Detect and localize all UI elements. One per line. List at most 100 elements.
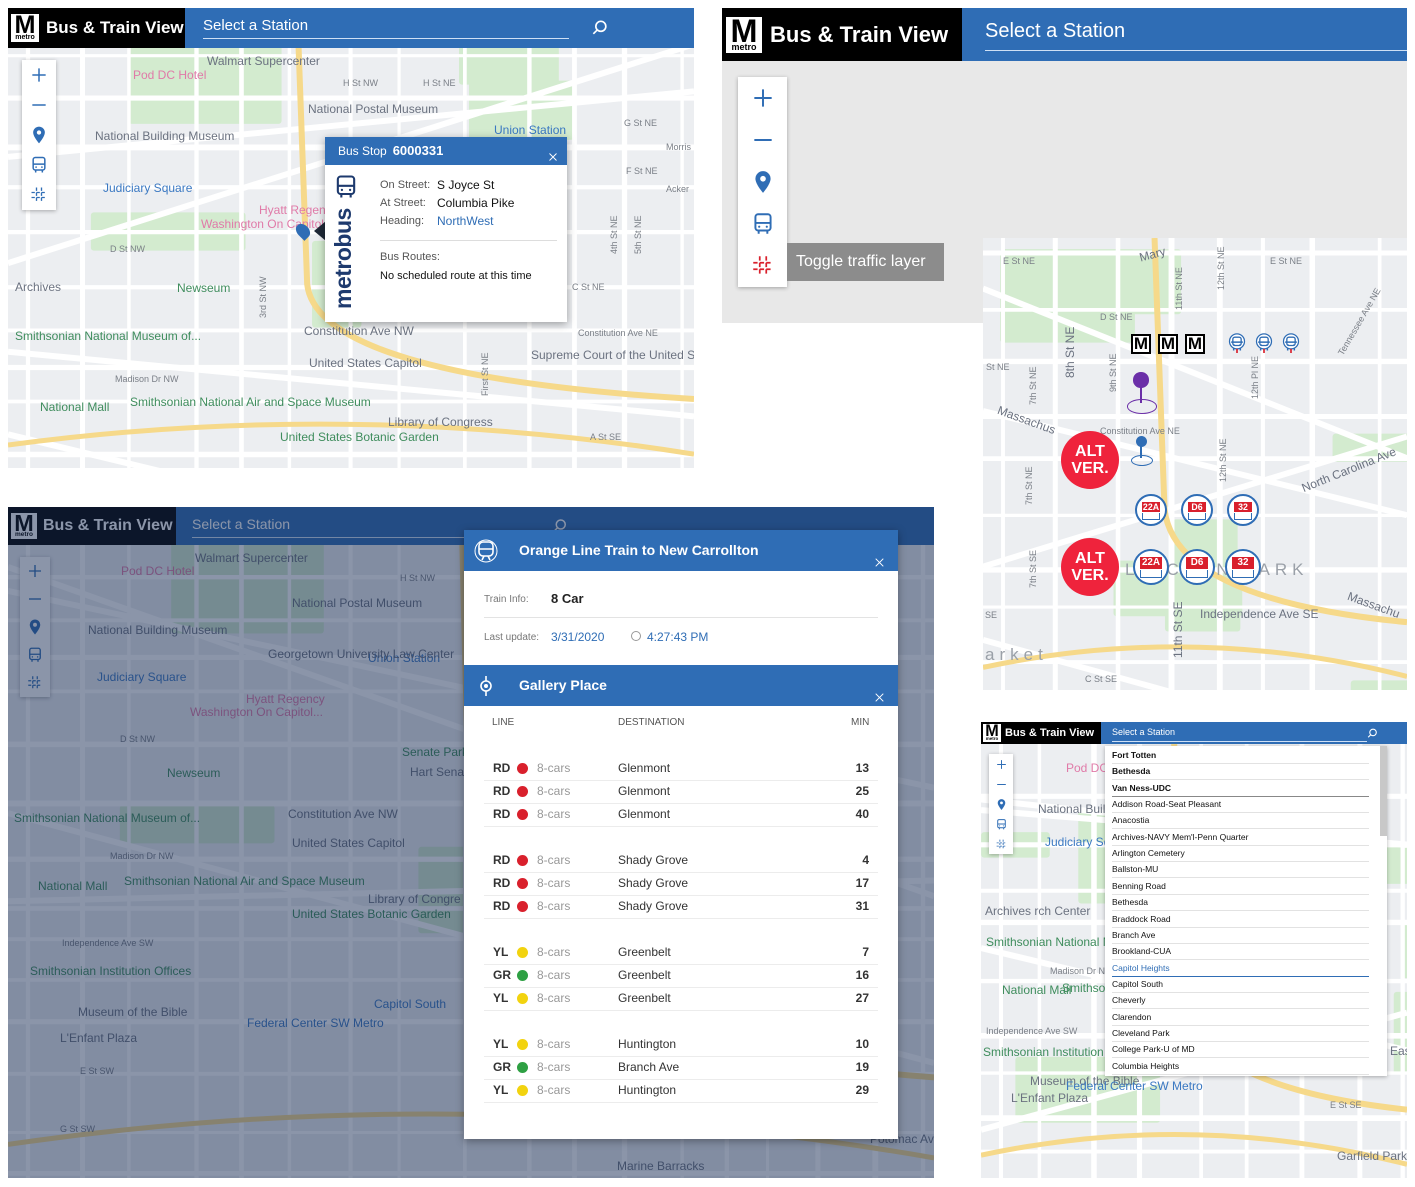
- station-option[interactable]: Braddock Road: [1112, 913, 1171, 924]
- pin-button[interactable]: [29, 125, 49, 145]
- bus-stop-marker[interactable]: [1254, 331, 1274, 360]
- minutes: 16: [855, 968, 869, 982]
- route-badge[interactable]: 22A: [1135, 494, 1167, 526]
- destination: Glenmont: [618, 761, 671, 775]
- station-option[interactable]: Addison Road-Seat Pleasant: [1112, 799, 1222, 810]
- pin-button[interactable]: [995, 798, 1008, 811]
- station-option[interactable]: Fort Totten: [1112, 750, 1157, 760]
- metro-station-marker[interactable]: M: [1185, 334, 1205, 354]
- pin-button[interactable]: [750, 169, 776, 195]
- search-button[interactable]: [1366, 727, 1379, 745]
- station-option[interactable]: Arlington Cemetery: [1112, 848, 1185, 859]
- search-input[interactable]: Select a Station: [203, 17, 309, 34]
- station-option[interactable]: Clarendon: [1112, 1011, 1152, 1022]
- minus-button[interactable]: [750, 127, 776, 153]
- traffic-button[interactable]: [995, 838, 1008, 851]
- map-label: Newseum: [177, 281, 231, 295]
- station-option[interactable]: Columbia Heights: [1112, 1060, 1180, 1071]
- station-option[interactable]: Capitol South: [1112, 978, 1164, 989]
- traffic-button[interactable]: [29, 185, 49, 205]
- metro-station-marker[interactable]: M: [1131, 334, 1151, 354]
- map-controls: [989, 754, 1013, 854]
- route-badge[interactable]: D6: [1181, 494, 1213, 526]
- station-option[interactable]: Bethesda: [1112, 766, 1151, 777]
- route-badge[interactable]: 22A: [1133, 549, 1169, 585]
- minus-button-svg: [996, 783, 1006, 785]
- line-code: GR: [493, 968, 511, 982]
- close-button[interactable]: [873, 679, 886, 702]
- metrobus-brand: metrobus: [330, 208, 356, 309]
- route-number: D6: [1186, 557, 1208, 569]
- search-bar[interactable]: Select a Station: [185, 8, 694, 48]
- station-option[interactable]: Capitol Heights: [1112, 962, 1170, 973]
- map-label: Smithsonian Institution Offices: [983, 1045, 1145, 1059]
- bus-stop-view: Walmart Supercenter Pod DC Hotel H St NW H …: [8, 8, 694, 468]
- station-option[interactable]: Bethesda: [1112, 897, 1148, 908]
- map-label: 8th St NE: [1063, 326, 1077, 378]
- plus-button[interactable]: [995, 758, 1008, 771]
- route-badge[interactable]: 32: [1227, 494, 1259, 526]
- search-bar[interactable]: Select a Station: [1101, 722, 1407, 744]
- station-option[interactable]: Van Ness-UDC: [1112, 782, 1172, 793]
- column-header: LINE: [492, 717, 515, 728]
- option-divider: [1112, 893, 1369, 895]
- station-option[interactable]: Benning Road: [1112, 880, 1166, 891]
- header-icon-svg: [480, 676, 492, 696]
- station-option[interactable]: Ballston-MU: [1112, 864, 1159, 875]
- plus-button[interactable]: [29, 65, 49, 85]
- pin-head[interactable]: [1133, 372, 1149, 388]
- station-option[interactable]: Cheverly: [1112, 995, 1146, 1006]
- destination: Greenbelt: [618, 968, 671, 982]
- logo-letter: M: [985, 722, 999, 740]
- traffic-button[interactable]: [750, 253, 776, 279]
- map-label: National Building Museum: [95, 129, 235, 143]
- minus-button[interactable]: [995, 778, 1008, 791]
- map-label: arket: [985, 645, 1048, 664]
- search-bar[interactable]: Select a Station: [962, 8, 1407, 61]
- route-badge[interactable]: D6: [1179, 549, 1215, 585]
- plus-button[interactable]: [750, 85, 776, 111]
- search-input[interactable]: Select a Station: [985, 20, 1126, 42]
- search-input[interactable]: Select a Station: [1112, 727, 1176, 737]
- station-option[interactable]: Archives-NAVY Mem'l-Penn Quarter: [1112, 831, 1249, 842]
- close-button[interactable]: [873, 544, 886, 567]
- pin-head[interactable]: [1135, 436, 1147, 447]
- bus-button[interactable]: [750, 211, 776, 237]
- search-button-svg: [592, 20, 607, 35]
- bus-stop-marker[interactable]: [1281, 331, 1301, 360]
- minus-button[interactable]: [29, 95, 49, 115]
- close-button[interactable]: [547, 145, 559, 161]
- bus-button[interactable]: [29, 155, 49, 175]
- bus-stop-marker[interactable]: [1227, 331, 1247, 360]
- route-badge[interactable]: 32: [1225, 549, 1261, 585]
- option-divider: [1112, 877, 1369, 879]
- metro-station-marker[interactable]: M: [1158, 334, 1178, 354]
- search-button[interactable]: [590, 18, 610, 43]
- map-label: 9th St NE: [1108, 353, 1118, 392]
- header-icon: [474, 673, 498, 697]
- station-option[interactable]: Cleveland Park: [1112, 1027, 1170, 1038]
- highway: [8, 421, 694, 457]
- field-value: S Joyce St: [437, 178, 495, 192]
- map-label: Supreme Court of the United States: [531, 348, 694, 362]
- route-bus-body: [1186, 569, 1208, 578]
- map-label: Garfield Park: [1337, 1149, 1407, 1163]
- traffic-button-svg: [31, 187, 47, 203]
- station-option[interactable]: College Park-U of MD: [1112, 1044, 1195, 1055]
- routes-label: Bus Routes:: [380, 251, 440, 263]
- station-option[interactable]: Anacostia: [1112, 815, 1150, 826]
- pin-base: [1131, 455, 1153, 466]
- popup-title: Orange Line Train to New Carrollton: [519, 542, 759, 558]
- search-underline: [1112, 741, 1367, 742]
- minutes: 19: [855, 1060, 869, 1074]
- cars: 8-cars: [537, 761, 571, 775]
- bus-button[interactable]: [995, 818, 1008, 831]
- station-option[interactable]: Branch Ave: [1112, 929, 1156, 940]
- column-header: DESTINATION: [618, 717, 685, 728]
- cars: 8-cars: [537, 1060, 571, 1074]
- line-dot: [517, 809, 528, 820]
- station-option[interactable]: Brookland-CUA: [1112, 946, 1172, 957]
- line-dot: [517, 947, 528, 958]
